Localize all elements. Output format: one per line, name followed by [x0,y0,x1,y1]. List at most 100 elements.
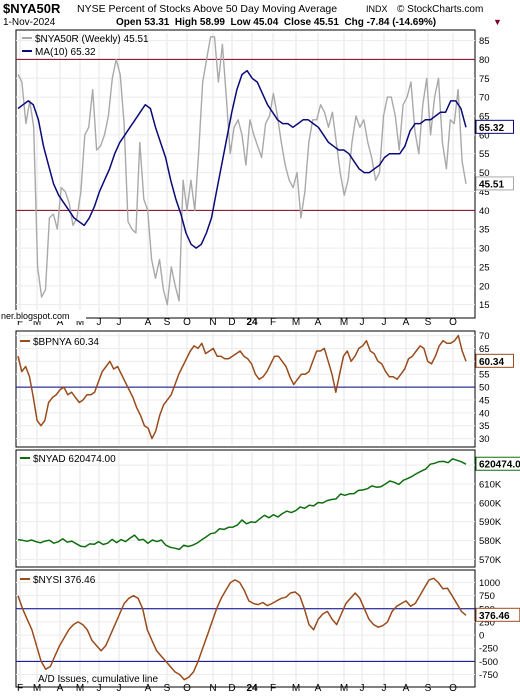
y-tick-label: 70 [479,93,490,104]
y-tick-label: -250 [479,644,498,655]
y-tick-label: 250 [479,617,495,628]
y-tick-label: 45 [479,187,490,198]
month-tick-label: M [33,317,41,328]
month-tick-label: M [33,683,41,694]
y-tick-label: 610K [479,480,502,491]
last-value-text: 65.32 [479,123,504,134]
y-tick-label: 85 [479,36,490,47]
series-line-main-0 [17,36,467,306]
watermark: © StockCharts.com [397,4,483,15]
month-tick-label: M [292,683,300,694]
last-value-tags: 45.51 65.32 60.34 620474.00 376.46 [475,119,520,622]
month-tick-label: J [117,683,122,694]
month-tick-label: M [340,683,348,694]
y-tick-label: 55 [479,149,490,160]
legend-label: MA(10) 65.32 [35,47,96,58]
month-tick-label: D [228,317,235,328]
attribution-bg [0,310,86,321]
nyad-panel-frame [15,449,476,568]
y-tick-label: 750 [479,591,495,602]
y-tick-label: 60 [479,130,490,141]
month-tick-label: D [228,683,235,694]
month-tick-label: S [164,317,171,328]
y-tick-label: 35 [479,421,490,432]
footnote-text: A/D Issues, cumulative line [38,674,158,685]
month-tick-label: 24 [246,317,258,328]
y-tick-label: 570K [479,555,502,566]
bpnya-panel-frame [15,330,476,448]
date-label: 1-Nov-2024 [3,17,56,28]
month-tick-label: O [449,317,457,328]
y-tick-label: 600K [479,498,502,509]
last-value-tag [475,456,520,471]
y-tick-label: 30 [479,434,490,445]
y-tick-label: 50 [479,168,490,179]
last-value-text: 60.34 [479,357,504,368]
y-tick-label: 580K [479,536,502,547]
series-line-main-1 [17,69,467,249]
month-tick-label: A [403,683,410,694]
attribution-text: ner.blogspot.com [1,311,70,321]
month-tick-label: J [97,683,102,694]
y-tick-label: 15 [479,300,490,311]
month-tick-label: S [425,317,432,328]
series-line-nyad-0 [17,458,467,551]
month-tick-label: F [270,317,276,328]
month-tick-label: S [425,683,432,694]
last-value-tag [475,353,514,368]
y-tick-label: -750 [479,670,498,681]
reference-lines [16,58,475,662]
y-tick-label: 65 [479,344,490,355]
y-tick-label: 20 [479,281,490,292]
month-tick-label: 24 [246,683,258,694]
y-tick-label: 40 [479,206,490,217]
month-tick-label: F [270,683,276,694]
month-tick-label: A [315,317,322,328]
month-tick-label: S [164,683,171,694]
month-tick-label: A [57,683,64,694]
month-tick-label: J [360,317,365,328]
legend-label: $NYA50R (Weekly) 45.51 [35,34,149,45]
y-tick-label: 40 [479,408,490,419]
y-tick-label: 35 [479,225,490,236]
month-tick-label: J [117,317,122,328]
month-tick-label: N [209,683,216,694]
y-tick-label: 45 [479,395,490,406]
y-tick-label: -500 [479,657,498,668]
month-tick-label: O [183,683,191,694]
y-tick-label: 590K [479,517,502,528]
y-tick-label: 50 [479,383,490,394]
month-tick-label: A [315,683,322,694]
y-tick-label: 0 [479,631,484,642]
symbol-title: $NYA50R [3,1,61,16]
month-tick-label: O [183,317,191,328]
month-tick-label: A [145,683,152,694]
month-tick-label: O [449,683,457,694]
nysi-panel-frame [15,569,476,688]
month-tick-label: J [97,317,102,328]
month-tick-label: J [382,683,387,694]
month-tick-label: J [382,317,387,328]
last-value-text: 620474.00 [479,460,520,471]
y-tick-label: 70 [479,331,490,342]
month-tick-labels: FFMMAAMMJJJJAASSOONNDD2424FFMMAAMMJJJJAA… [17,317,457,694]
y-tick-label: 75 [479,74,490,85]
description-title: NYSE Percent of Stocks Above 50 Day Movi… [77,3,337,15]
y-tick-label: 80 [479,55,490,66]
month-tick-label: M [76,683,84,694]
month-tick-label: M [340,317,348,328]
legend-label: $NYSI 376.46 [33,575,96,586]
month-tick-label: A [145,317,152,328]
month-tick-label: M [76,317,84,328]
y-tick-label: 65 [479,112,490,123]
quote-line: Open 53.31 High 58.99 Low 45.04 Close 45… [116,17,436,28]
exchange-label: INDX [366,4,388,14]
y-tick-label: 55 [479,370,490,381]
main-panel-frame [15,29,476,319]
month-tick-label: M [292,317,300,328]
last-value-tag [475,119,514,134]
series-line-nysi-0 [17,577,467,681]
last-value-tag [475,176,514,191]
month-tick-label: F [17,683,23,694]
month-tick-label: J [360,683,365,694]
